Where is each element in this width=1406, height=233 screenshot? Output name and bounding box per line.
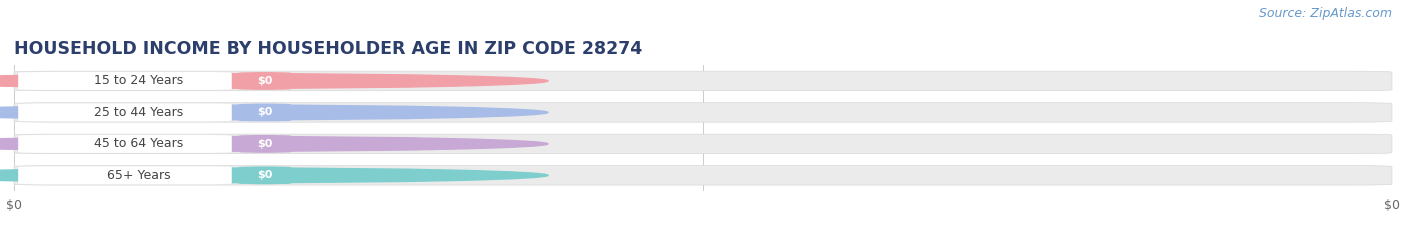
FancyBboxPatch shape bbox=[18, 103, 232, 121]
FancyBboxPatch shape bbox=[239, 103, 291, 121]
FancyBboxPatch shape bbox=[14, 166, 1392, 185]
FancyBboxPatch shape bbox=[239, 135, 291, 153]
FancyBboxPatch shape bbox=[14, 71, 1392, 91]
Text: Source: ZipAtlas.com: Source: ZipAtlas.com bbox=[1258, 7, 1392, 20]
Circle shape bbox=[0, 137, 548, 151]
FancyBboxPatch shape bbox=[18, 166, 232, 184]
Circle shape bbox=[0, 105, 548, 120]
FancyBboxPatch shape bbox=[18, 72, 232, 90]
Text: 65+ Years: 65+ Years bbox=[107, 169, 170, 182]
Text: 45 to 64 Years: 45 to 64 Years bbox=[94, 137, 183, 150]
Text: $0: $0 bbox=[257, 76, 273, 86]
Text: 25 to 44 Years: 25 to 44 Years bbox=[94, 106, 183, 119]
Text: $0: $0 bbox=[257, 107, 273, 117]
Text: $0: $0 bbox=[257, 139, 273, 149]
FancyBboxPatch shape bbox=[239, 72, 291, 90]
FancyBboxPatch shape bbox=[239, 166, 291, 184]
Text: HOUSEHOLD INCOME BY HOUSEHOLDER AGE IN ZIP CODE 28274: HOUSEHOLD INCOME BY HOUSEHOLDER AGE IN Z… bbox=[14, 40, 643, 58]
Circle shape bbox=[0, 74, 548, 88]
FancyBboxPatch shape bbox=[18, 135, 232, 153]
Circle shape bbox=[0, 168, 548, 183]
Text: 15 to 24 Years: 15 to 24 Years bbox=[94, 75, 183, 87]
FancyBboxPatch shape bbox=[14, 134, 1392, 154]
Text: $0: $0 bbox=[257, 170, 273, 180]
FancyBboxPatch shape bbox=[14, 103, 1392, 122]
